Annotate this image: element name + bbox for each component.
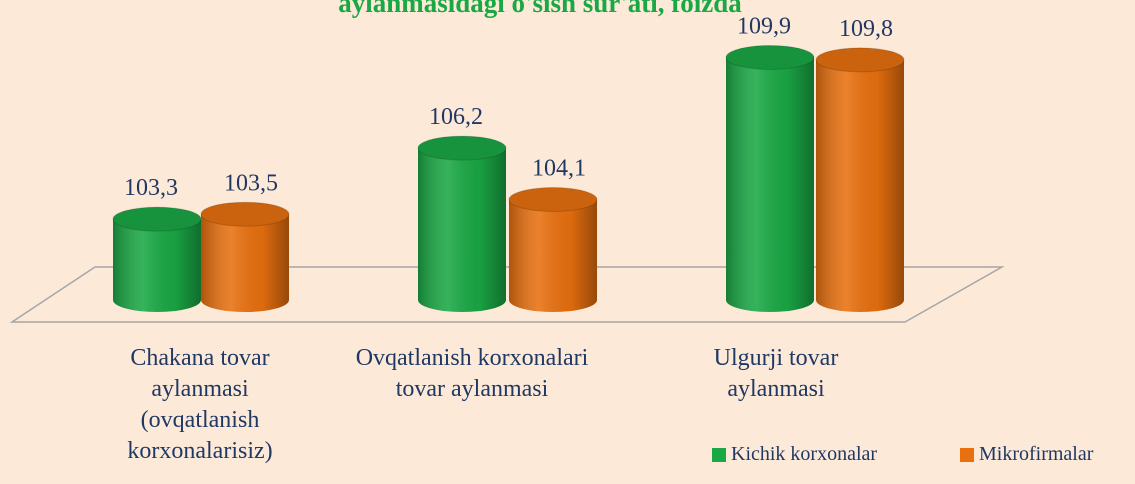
bar-top-shade (816, 47, 904, 72)
data-label: 109,9 (737, 13, 791, 39)
data-label: 109,8 (839, 16, 893, 42)
data-label: 103,3 (124, 175, 178, 201)
bar-top-shade (726, 45, 814, 70)
bar-shade (201, 214, 289, 312)
bar-top (417, 135, 507, 161)
legend-label: Mikrofirmalar (979, 443, 1094, 465)
x-tick-label: Ulgurji tovar aylanmasi (713, 345, 839, 402)
data-label: 106,2 (429, 104, 483, 130)
x-tick-label: Chakana tovar aylanmasi (ovqatlanish kor… (127, 345, 273, 464)
bar-top (725, 44, 815, 70)
bar-shade (418, 148, 506, 312)
legend-swatch (960, 447, 974, 462)
legend-item: Mikrofirmalar (960, 443, 1093, 466)
x-tick-label: Ovqatlanish korxonalari tovar aylanmasi (355, 345, 589, 402)
bar-top-shade (418, 136, 506, 161)
bar-shade (113, 219, 201, 312)
data-label: 104,1 (532, 156, 586, 182)
chart-title: aylanmasidagi o'sish sur'ati, foizda (338, 0, 742, 18)
bar-top-shade (509, 187, 597, 212)
legend-swatch (712, 447, 726, 462)
bar-top (200, 201, 290, 227)
legend-item: Kichik korxonalar (712, 443, 877, 466)
bar-top (508, 187, 598, 213)
bar-top-shade (113, 207, 201, 232)
legend-label: Kichik korxonalar (731, 443, 878, 465)
bar-top-shade (201, 202, 289, 227)
bar-shade (509, 199, 597, 312)
bar-shade (726, 57, 814, 313)
bar-shade (816, 59, 904, 313)
data-label: 103,5 (224, 170, 278, 196)
bar-top (815, 47, 905, 73)
